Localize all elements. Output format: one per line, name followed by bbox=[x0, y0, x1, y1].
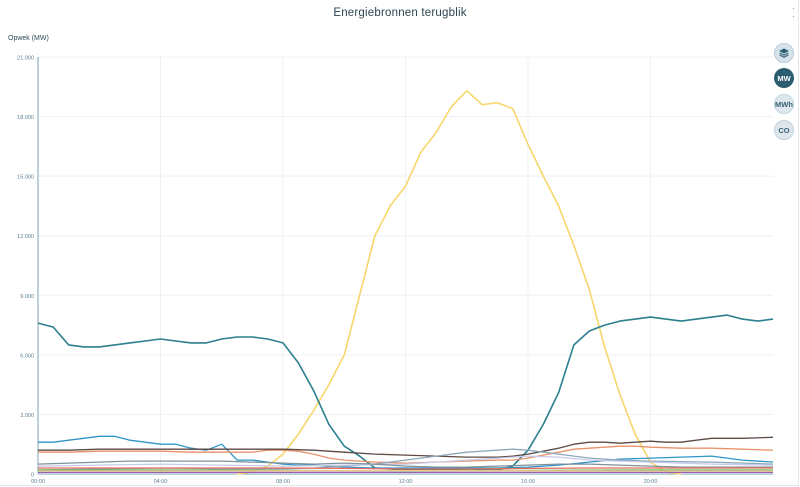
unit-mwh-button[interactable]: MWh bbox=[774, 94, 794, 114]
series-line-9 bbox=[38, 467, 773, 470]
y-tick-label: 6.000 bbox=[20, 353, 34, 359]
series-line-8 bbox=[37, 460, 773, 468]
series-line-7 bbox=[37, 455, 774, 467]
axes bbox=[37, 57, 773, 475]
y-tick-label: 18.000 bbox=[17, 115, 34, 121]
tick-labels: 0 3.000 6.000 9.000 12.000 15.000 18.000 21.000… bbox=[17, 56, 657, 486]
x-tick-label: 20:00 bbox=[644, 479, 658, 485]
y-tick-label: 0 bbox=[31, 473, 34, 479]
y-axis-label: Opwek (MW) bbox=[8, 35, 49, 42]
series-line-5 bbox=[38, 436, 774, 458]
y-tick-label: 12.000 bbox=[17, 234, 34, 240]
unit-co-button[interactable]: CO bbox=[774, 120, 794, 140]
x-tick-label: 04:00 bbox=[154, 479, 168, 485]
y-tick-label: 3.000 bbox=[20, 413, 34, 419]
unit-co-label: CO bbox=[778, 125, 790, 135]
layers-icon bbox=[779, 48, 789, 58]
y-tick-label: 9.000 bbox=[20, 294, 34, 300]
x-tick-label: 12:00 bbox=[399, 479, 413, 485]
y-tick-label: 15.000 bbox=[17, 175, 34, 181]
layers-button[interactable] bbox=[774, 43, 794, 63]
unit-mw-button[interactable]: MW bbox=[774, 68, 794, 88]
more-options-icon[interactable]: · · bbox=[792, 3, 795, 21]
grid-lines bbox=[38, 56, 773, 474]
series-lines bbox=[37, 90, 774, 475]
x-tick-label: 08:00 bbox=[276, 479, 290, 485]
chart-title: Energiebronnen terugblik bbox=[333, 7, 467, 19]
series-line-1 bbox=[236, 90, 682, 475]
y-tick-label: 21.000 bbox=[17, 56, 34, 62]
x-tick-label: 16:00 bbox=[521, 479, 535, 485]
series-line-3 bbox=[38, 435, 774, 469]
x-tick-label: 00:00 bbox=[31, 479, 45, 485]
series-line-6 bbox=[37, 448, 774, 471]
